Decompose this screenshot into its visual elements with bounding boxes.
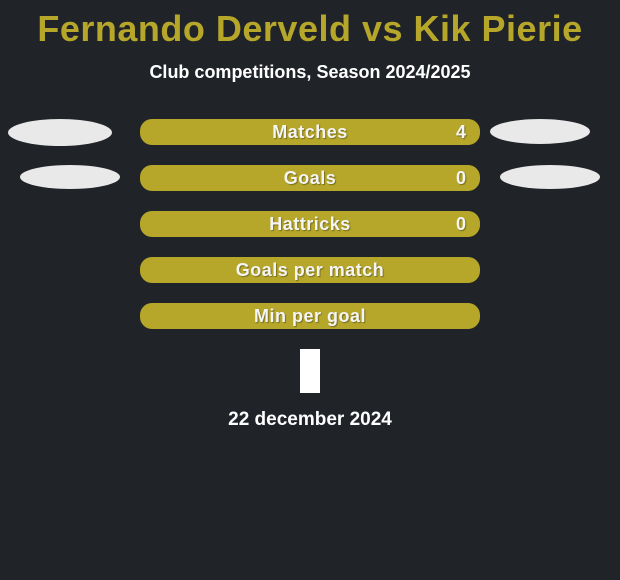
stat-value-right: 4 [140,119,466,145]
marker-icon [300,349,320,393]
page-subtitle: Club competitions, Season 2024/2025 [0,62,620,83]
stat-value-right: 0 [140,165,466,191]
stat-row: Hattricks 0 [0,211,620,237]
date-label: 22 december 2024 [0,409,620,431]
stat-row: Goals 0 [0,165,620,191]
stat-row: Min per goal [0,303,620,329]
stats-rows: Matches 4 Goals 0 Hattricks 0 Goals per … [0,119,620,329]
ellipse-right-icon [500,165,600,189]
stat-row: Goals per match [0,257,620,283]
stat-value-right: 0 [140,211,466,237]
ellipse-right-icon [490,119,590,144]
page-title: Fernando Derveld vs Kik Pierie [0,0,620,50]
stat-row: Matches 4 [0,119,620,145]
stat-value-right [140,303,466,329]
ellipse-left-icon [8,119,112,146]
stat-value-right [140,257,466,283]
ellipse-left-icon [20,165,120,189]
